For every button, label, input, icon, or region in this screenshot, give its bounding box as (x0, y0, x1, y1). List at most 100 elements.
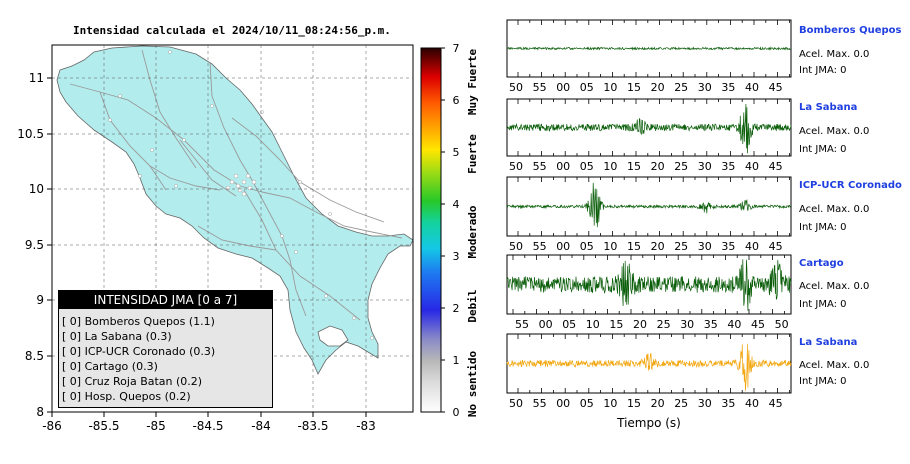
lat-tick-label: 8 (36, 405, 44, 419)
seismogram-tick-label: 15 (609, 318, 623, 331)
legend-row-3: [ 0] ICP-UCR Coronado (0.3) (62, 345, 216, 358)
seismogram-tick-label: 05 (580, 397, 594, 410)
legend-row-6: [ 0] Hosp. Quepos (0.2) (62, 390, 191, 403)
seismogram-tick-label: 40 (745, 397, 759, 410)
seismogram-tick-label: 50 (509, 240, 523, 253)
town-marker-13 (294, 250, 298, 254)
seismogram-tick-label: 35 (721, 397, 735, 410)
seismogram-tick-label: 50 (509, 160, 523, 173)
colorbar-tick-label: 5 (453, 146, 460, 159)
seismogram-tick-label: 00 (556, 160, 570, 173)
waveform-trace (506, 343, 792, 391)
seismogram-tick-label: 10 (603, 160, 617, 173)
town-marker-16 (118, 94, 122, 98)
seismogram-tick-label: 30 (698, 81, 712, 94)
colorbar-tick-label: 0 (453, 406, 460, 419)
seismogram-xlabel: Tiempo (s) (616, 416, 681, 430)
station-name-3: ICP-UCR Coronado (799, 180, 902, 191)
map-road-6 (179, 139, 237, 197)
seismogram-tick-label: 15 (627, 240, 641, 253)
seismogram-tick-label: 55 (533, 397, 547, 410)
station-name-4: Cartago (799, 258, 844, 269)
seismogram-tick-label: 50 (775, 318, 789, 331)
seismogram-tick-label: 30 (698, 240, 712, 253)
seismogram-tick-label: 35 (721, 240, 735, 253)
seismogram-tick-label: 25 (674, 397, 688, 410)
city-marker-7 (245, 173, 251, 179)
town-marker-3 (182, 138, 186, 142)
seismogram-tick-label: 30 (680, 318, 694, 331)
lon-tick-label: -84.5 (192, 419, 223, 433)
map-road-12 (197, 225, 277, 251)
seismogram-tick-label: 55 (533, 81, 547, 94)
colorbar-class-label: Moderado (466, 205, 479, 258)
station-acel-4: Acel. Max. 0.0 (799, 281, 870, 292)
colorbar-class-label: Muy Fuerte (466, 49, 479, 116)
map-road-3 (209, 61, 253, 181)
city-marker-10 (241, 191, 247, 197)
colorbar-tick-label: 4 (453, 198, 460, 211)
town-marker-8 (328, 212, 332, 216)
legend-title: INTENSIDAD JMA [0 a 7] (59, 291, 272, 309)
town-marker-11 (352, 316, 356, 320)
city-marker-4 (247, 185, 253, 191)
lon-tick-label: -85 (146, 419, 166, 433)
station-int-4: Int JMA: 0 (799, 299, 847, 310)
seismogram-tick-label: 45 (751, 318, 765, 331)
seismogram-tick-label: 30 (698, 397, 712, 410)
station-acel-2: Acel. Max. 0.0 (799, 126, 870, 137)
station-acel-1: Acel. Max. 0.0 (799, 49, 870, 60)
colorbar-class-label: Debil (466, 289, 479, 322)
seismogram-tick-label: 50 (509, 81, 523, 94)
seismogram-tick-label: 40 (745, 160, 759, 173)
seismogram-tick-label: 10 (586, 318, 600, 331)
seismogram-tick-label: 45 (769, 240, 783, 253)
seismogram-tick-label: 25 (674, 240, 688, 253)
city-marker-3 (241, 179, 247, 185)
station-int-2: Int JMA: 0 (799, 144, 847, 155)
legend-row-5: [ 0] Cruz Roja Batan (0.2) (62, 375, 203, 388)
seismogram-tick-label: 30 (698, 160, 712, 173)
intensity-colorbar (420, 47, 442, 413)
town-marker-2 (150, 148, 154, 152)
town-marker-7 (298, 180, 302, 184)
seismogram-tick-label: 20 (651, 81, 665, 94)
station-int-5: Int JMA: 0 (799, 376, 847, 387)
city-marker-9 (225, 185, 231, 191)
lon-tick-label: -84 (251, 419, 271, 433)
map-road-11 (149, 165, 221, 191)
waveform-trace (506, 259, 792, 311)
seismogram-tick-label: 15 (627, 81, 641, 94)
town-marker-12 (370, 336, 374, 340)
seismogram-tick-label: 15 (627, 397, 641, 410)
seismogram-tick-label: 55 (533, 240, 547, 253)
seismogram-tick-label: 00 (556, 240, 570, 253)
lat-tick-label: 9.5 (25, 238, 44, 252)
colorbar-tick-label: 2 (453, 302, 460, 315)
intensity-legend: INTENSIDAD JMA [0 a 7] [ 0] Bomberos Que… (58, 290, 273, 408)
town-marker-1 (108, 118, 112, 122)
seismogram-tick-label: 10 (603, 397, 617, 410)
seismogram-tick-label: 00 (556, 397, 570, 410)
city-marker-6 (233, 173, 239, 179)
lon-tick-label: -83.5 (297, 419, 328, 433)
station-int-1: Int JMA: 0 (799, 65, 847, 76)
map-title: Intensidad calculada el 2024/10/11_08:24… (73, 24, 391, 37)
seismogram-tick-label: 35 (721, 160, 735, 173)
seismogram-tick-label: 10 (603, 240, 617, 253)
map-road-10 (299, 181, 385, 223)
station-name-1: Bomberos Quepos (799, 25, 902, 36)
town-marker-9 (280, 234, 284, 238)
station-name-5: La Sabana (799, 337, 858, 348)
seismogram-tick-label: 00 (539, 318, 553, 331)
lat-tick-label: 10.5 (17, 127, 44, 141)
seismogram-tick-label: 35 (704, 318, 718, 331)
seismogram-tick-label: 25 (674, 160, 688, 173)
seismogram-tick-label: 20 (651, 240, 665, 253)
city-marker-1 (229, 179, 235, 185)
colorbar-tick-label: 6 (453, 94, 460, 107)
city-marker-2 (235, 183, 241, 189)
town-marker-4 (174, 184, 178, 188)
